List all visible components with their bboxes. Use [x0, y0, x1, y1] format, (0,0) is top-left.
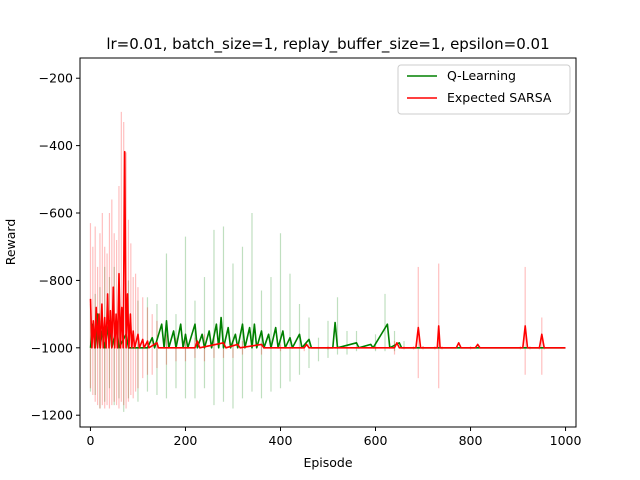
band-layer [89, 111, 545, 412]
y-tick-label: −1000 [31, 340, 73, 355]
expected-sarsa-series-line [89, 150, 566, 349]
y-axis: −1200 −1000 −800 −600 −400 −200 [31, 71, 80, 423]
x-tick-label: 800 [459, 433, 483, 448]
y-tick-label: −1200 [31, 408, 73, 423]
x-tick-label: 0 [86, 433, 94, 448]
y-axis-label: Reward [3, 219, 18, 266]
x-axis: 0 200 400 600 800 1000 [86, 427, 582, 448]
x-axis-label: Episode [303, 455, 352, 470]
plot-frame [79, 57, 577, 428]
legend-label-q-learning: Q-Learning [447, 68, 516, 83]
chart-title: lr=0.01, batch_size=1, replay_buffer_siz… [106, 35, 549, 54]
legend-box [397, 64, 571, 115]
x-tick-label: 600 [364, 433, 388, 448]
y-tick-label: −200 [39, 71, 73, 86]
x-tick-label: 1000 [550, 433, 582, 448]
x-tick-label: 200 [174, 433, 198, 448]
y-tick-label: −800 [39, 273, 73, 288]
y-tick-label: −600 [39, 206, 73, 221]
x-tick-label: 400 [269, 433, 293, 448]
legend: Q-Learning Expected SARSA [397, 64, 571, 115]
y-tick-label: −400 [39, 138, 73, 153]
legend-label-expected-sarsa: Expected SARSA [447, 90, 552, 105]
line-layer [89, 150, 566, 349]
